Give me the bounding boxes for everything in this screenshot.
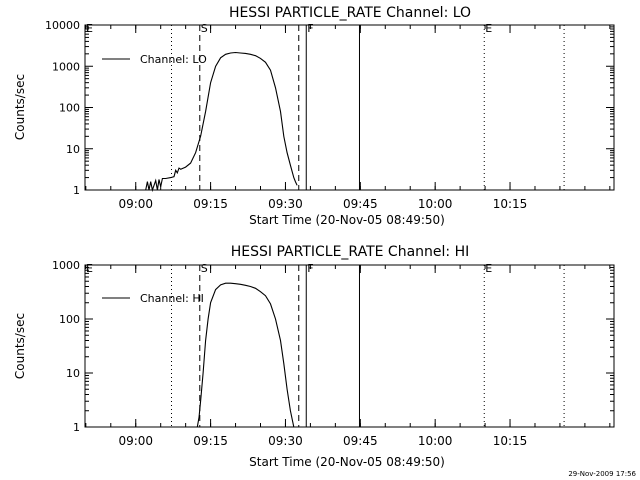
event-marker-label: E	[86, 262, 93, 275]
y-tick-label: 10	[66, 143, 80, 156]
x-tick-label: 09:15	[193, 434, 228, 448]
event-markers: ESFE	[84, 22, 565, 190]
plot-frame	[84, 24, 615, 191]
y-axis-label: Counts/sec	[13, 74, 27, 140]
x-tick-label: 10:15	[493, 434, 528, 448]
series-line	[196, 282, 295, 428]
x-tick-label: 09:00	[118, 434, 153, 448]
x-tick-label: 09:30	[268, 434, 303, 448]
footer-timestamp: 29-Nov-2009 17:56	[568, 470, 636, 478]
legend: Channel: HI	[102, 292, 204, 305]
axis-ticks: 1 10 100 1000 10000 09:00 09:15 09:30 09:45 10:00…	[45, 19, 614, 211]
x-tick-label: 09:00	[118, 197, 153, 211]
y-tick-label: 100	[59, 313, 80, 326]
panel-hi: HESSI PARTICLE_RATE Channel: HI Counts/s…	[13, 244, 615, 469]
event-marker-label: E	[86, 22, 93, 35]
y-tick-label: 1	[73, 421, 80, 434]
event-marker-label: S	[201, 262, 208, 275]
x-tick-label: 09:45	[343, 434, 378, 448]
chart-title: HESSI PARTICLE_RATE Channel: LO	[229, 5, 471, 21]
y-tick-label: 100	[59, 102, 80, 115]
x-tick-label: 10:00	[418, 434, 453, 448]
series-layer	[196, 282, 295, 428]
legend-label: Channel: LO	[140, 53, 207, 66]
x-axis-label: Start Time (20-Nov-05 08:49:50)	[249, 455, 445, 469]
event-markers: ESFE	[84, 262, 565, 427]
x-tick-label: 09:15	[193, 197, 228, 211]
y-tick-label: 10	[66, 367, 80, 380]
legend-label: Channel: HI	[140, 292, 204, 305]
x-tick-label: 10:00	[418, 197, 453, 211]
y-axis-label: Counts/sec	[13, 313, 27, 379]
x-tick-label: 09:45	[343, 197, 378, 211]
series-layer	[145, 51, 298, 193]
x-tick-label: 10:15	[493, 197, 528, 211]
panel-lo: HESSI PARTICLE_RATE Channel: LO Counts/s…	[13, 5, 615, 227]
legend: Channel: LO	[102, 53, 207, 66]
series-line	[145, 51, 298, 193]
x-axis-label: Start Time (20-Nov-05 08:49:50)	[249, 213, 445, 227]
plot-frame	[84, 264, 615, 428]
y-tick-label: 1000	[52, 259, 80, 272]
y-tick-label: 10000	[45, 19, 80, 32]
event-marker-label: E	[485, 262, 492, 275]
chart-title: HESSI PARTICLE_RATE Channel: HI	[231, 244, 469, 260]
event-marker-label: S	[201, 22, 208, 35]
y-tick-label: 1000	[52, 60, 80, 73]
axis-ticks: 1 10 100 1000 09:00 09:15 09:30 09:45 10:00 10:15	[52, 259, 614, 448]
y-tick-label: 1	[73, 184, 80, 197]
x-tick-label: 09:30	[268, 197, 303, 211]
event-marker-label: E	[485, 22, 492, 35]
